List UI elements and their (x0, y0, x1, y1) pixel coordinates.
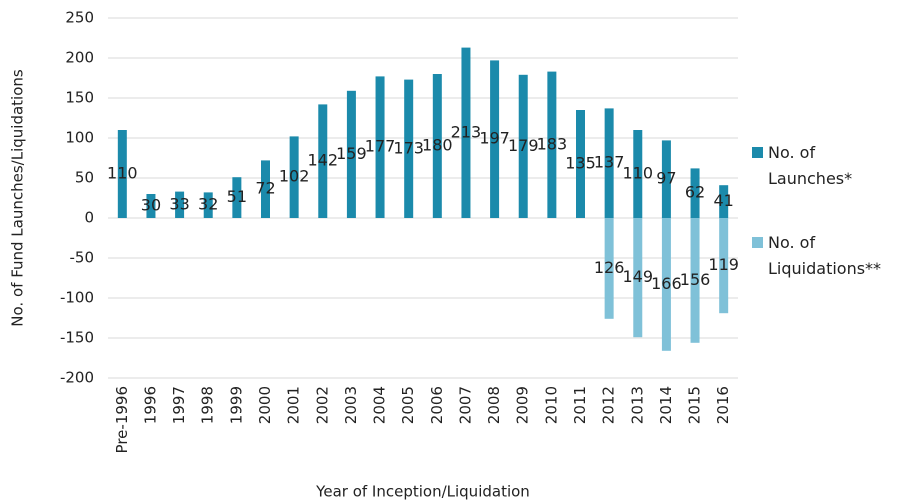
legend-item: No. of Liquidations** (752, 230, 892, 282)
data-label: 173 (393, 138, 424, 157)
x-tick-label: 1999 (227, 386, 245, 424)
x-tick-label: 2015 (686, 386, 704, 424)
x-tick-label: 2009 (514, 386, 532, 424)
data-label: 177 (365, 137, 396, 156)
data-label: 119 (708, 255, 739, 274)
bar (719, 185, 729, 218)
x-tick-label: 2011 (571, 386, 589, 424)
x-tick-label: 2010 (542, 386, 560, 424)
bar (318, 104, 328, 218)
legend-label: No. of Launches* (768, 143, 853, 188)
data-label: 97 (656, 169, 676, 188)
bar (576, 110, 585, 218)
data-label: 135 (565, 154, 596, 173)
data-label: 180 (422, 136, 453, 155)
x-tick-label: 2013 (628, 386, 646, 424)
x-axis-title: Year of Inception/Liquidation (315, 483, 530, 501)
x-tick-label: 2004 (371, 386, 389, 424)
data-label: 159 (336, 144, 367, 163)
bar (375, 76, 385, 219)
data-label: 166 (651, 274, 682, 293)
bar (461, 47, 471, 218)
x-tick-label: 2005 (399, 386, 417, 424)
bar (661, 218, 671, 351)
data-label: 33 (169, 194, 189, 213)
data-label: 102 (279, 167, 310, 186)
x-tick-label: 1996 (141, 386, 159, 424)
data-label: 142 (307, 151, 338, 170)
y-tick-label: 0 (84, 209, 94, 227)
x-tick-label: 2008 (485, 386, 503, 424)
data-label: 30 (141, 196, 161, 215)
y-tick-label: 200 (65, 49, 94, 67)
bar (719, 218, 729, 314)
bar (518, 74, 528, 218)
bar (690, 218, 700, 343)
data-label: 179 (508, 136, 539, 155)
data-label: 110 (622, 164, 653, 183)
y-tick-label: -50 (70, 249, 95, 267)
bar (661, 140, 671, 218)
bar (547, 71, 557, 218)
bar (690, 168, 700, 218)
legend-label: No. of Liquidations** (768, 233, 882, 278)
bar (289, 136, 299, 218)
data-label: 156 (680, 270, 711, 289)
legend-swatch (752, 237, 763, 248)
data-label: 149 (622, 267, 653, 286)
y-tick-label: 250 (65, 9, 94, 27)
bar (432, 74, 442, 218)
x-tick-label: 2016 (714, 386, 732, 424)
data-label: 51 (227, 187, 247, 206)
x-tick-label: 2007 (456, 386, 474, 424)
y-tick-label: 50 (75, 169, 94, 187)
bar (633, 130, 643, 218)
data-label: 197 (479, 129, 510, 148)
x-tick-label: 2000 (256, 386, 274, 424)
data-label: 137 (594, 153, 625, 172)
y-axis-title: No. of Fund Launches/Liquidations (9, 69, 27, 327)
y-tick-label: -150 (60, 329, 94, 347)
bar (261, 160, 270, 218)
bar (404, 79, 414, 218)
y-tick-label: -100 (60, 289, 94, 307)
x-tick-label: 1997 (170, 386, 188, 424)
bar (232, 177, 242, 218)
bar (604, 218, 614, 319)
x-tick-label: Pre-1996 (113, 386, 131, 453)
data-label: 41 (714, 191, 734, 210)
data-label: 72 (255, 179, 275, 198)
y-tick-label: 150 (65, 89, 94, 107)
x-tick-label: 2014 (657, 386, 675, 424)
x-tick-label: 2012 (600, 386, 618, 424)
bar (203, 192, 213, 218)
bar (117, 130, 127, 218)
bar (490, 60, 500, 219)
bar (604, 108, 614, 218)
legend-swatch (752, 147, 763, 158)
y-tick-label: 100 (65, 129, 94, 147)
data-label: 110 (107, 164, 138, 183)
x-tick-label: 1998 (199, 386, 217, 424)
bar (146, 194, 156, 218)
bar (346, 90, 356, 218)
x-tick-label: 2001 (285, 386, 303, 424)
bar (175, 191, 185, 218)
bar (633, 218, 643, 338)
x-tick-label: 2002 (313, 386, 331, 424)
data-label: 32 (198, 195, 218, 214)
x-tick-label: 2003 (342, 386, 360, 424)
data-label: 126 (594, 258, 625, 277)
data-label: 213 (451, 122, 482, 141)
x-tick-label: 2006 (428, 386, 446, 424)
data-label: 183 (537, 134, 568, 153)
legend-item: No. of Launches* (752, 140, 892, 192)
y-tick-label: -200 (60, 369, 94, 387)
data-label: 62 (685, 183, 705, 202)
